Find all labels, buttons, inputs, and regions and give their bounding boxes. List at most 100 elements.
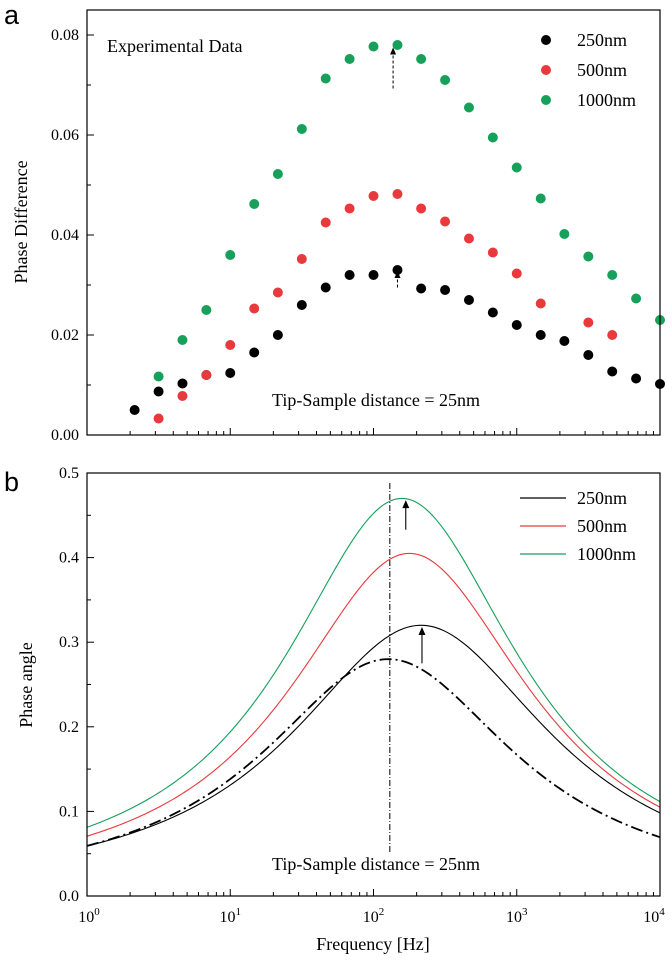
a-y-tick-label: 0.06 bbox=[51, 127, 79, 144]
legend-label-500nm-b: 500nm bbox=[577, 516, 627, 536]
b-y-tick-label: 0.0 bbox=[59, 888, 79, 905]
b-y-tick-label: 0.1 bbox=[59, 803, 79, 820]
point-500nm bbox=[320, 217, 331, 228]
point-250nm bbox=[535, 330, 546, 340]
legend-label-500nm: 500nm bbox=[577, 60, 627, 80]
point-250nm bbox=[225, 368, 236, 378]
panel-a-letter: a bbox=[4, 0, 20, 30]
point-1000nm bbox=[416, 54, 427, 64]
point-1000nm bbox=[320, 73, 331, 84]
curve-1000nm bbox=[86, 497, 661, 828]
b-y-tick-label: 0.5 bbox=[59, 465, 79, 482]
point-1000nm bbox=[559, 229, 570, 239]
curve-250nm bbox=[86, 624, 661, 847]
point-1000nm bbox=[583, 251, 594, 262]
point-1000nm bbox=[249, 199, 260, 209]
point-1000nm bbox=[607, 270, 618, 280]
point-1000nm bbox=[535, 193, 546, 204]
point-500nm bbox=[344, 203, 355, 214]
point-500nm bbox=[296, 254, 307, 264]
b-x-tick-label: 101 bbox=[220, 906, 242, 926]
point-1000nm bbox=[440, 75, 451, 85]
panel-a-y-axis-label: Phase Difference bbox=[11, 160, 31, 283]
point-500nm bbox=[272, 287, 283, 298]
point-1000nm bbox=[225, 250, 236, 260]
point-250nm bbox=[153, 386, 164, 397]
b-peak-arrow-head bbox=[402, 500, 410, 509]
a-peak-arrow-head bbox=[390, 47, 397, 55]
panel-b-chart: 0.0 0.1 0.2 0.3 0.4 0.5 100 101 102 103 104 Phase… bbox=[16, 465, 665, 954]
panel-b-note: Tip-Sample distance = 25nm bbox=[272, 854, 480, 874]
point-500nm bbox=[511, 268, 522, 279]
point-1000nm bbox=[511, 162, 522, 173]
legend-label-1000nm: 1000nm bbox=[577, 90, 636, 110]
a-peak-arrow-head bbox=[394, 271, 401, 278]
point-500nm bbox=[607, 330, 618, 340]
point-250nm bbox=[320, 282, 331, 293]
point-250nm bbox=[440, 285, 451, 295]
b-x-tick-label: 100 bbox=[78, 906, 100, 926]
point-1000nm bbox=[272, 169, 283, 179]
point-1000nm bbox=[631, 293, 642, 304]
point-250nm bbox=[344, 270, 355, 280]
point-500nm bbox=[487, 247, 498, 258]
a-y-tick-label: 0.02 bbox=[51, 327, 79, 344]
point-1000nm bbox=[344, 54, 355, 64]
panel-b-y-axis-label: Phase angle bbox=[16, 642, 36, 727]
b-x-tick-label: 104 bbox=[643, 906, 665, 926]
legend-label-1000nm-b: 1000nm bbox=[577, 544, 636, 564]
panel-a-title-annotation: Experimental Data bbox=[107, 36, 242, 56]
a-y-tick-label: 0.08 bbox=[51, 27, 79, 44]
point-250nm bbox=[607, 366, 618, 377]
point-250nm bbox=[463, 295, 474, 305]
point-1000nm bbox=[487, 132, 498, 143]
point-500nm bbox=[249, 303, 260, 314]
point-1000nm bbox=[392, 40, 403, 50]
point-500nm bbox=[392, 189, 403, 199]
point-500nm bbox=[535, 298, 546, 309]
point-250nm bbox=[487, 307, 498, 318]
point-1000nm bbox=[201, 305, 212, 315]
panel-a-note: Tip-Sample distance = 25nm bbox=[272, 390, 480, 410]
panel-a-legend: 250nm 500nm 1000nm bbox=[541, 30, 636, 110]
point-500nm bbox=[368, 191, 379, 201]
point-500nm bbox=[153, 413, 164, 424]
legend-marker-1000nm bbox=[541, 95, 551, 105]
point-1000nm bbox=[368, 41, 379, 52]
point-500nm bbox=[440, 216, 451, 227]
point-500nm bbox=[463, 233, 474, 244]
point-500nm bbox=[201, 370, 212, 380]
point-250nm bbox=[249, 347, 260, 358]
point-250nm bbox=[177, 378, 188, 389]
curve-500nm bbox=[86, 552, 661, 837]
legend-label-250nm: 250nm bbox=[577, 30, 627, 50]
point-500nm bbox=[177, 391, 188, 401]
b-peak-arrow-head bbox=[418, 626, 426, 635]
curve-reference bbox=[86, 658, 661, 847]
point-250nm bbox=[511, 320, 522, 330]
point-500nm bbox=[583, 317, 594, 328]
a-y-tick-label: 0.00 bbox=[51, 427, 79, 444]
panel-a-chart: 0.00 0.02 0.04 0.06 0.08 Phase Difference Ex… bbox=[11, 9, 665, 444]
panel-b-letter: b bbox=[4, 467, 19, 497]
point-1000nm bbox=[177, 335, 188, 345]
point-500nm bbox=[416, 203, 427, 214]
point-250nm bbox=[296, 300, 307, 310]
point-1000nm bbox=[153, 371, 164, 382]
panel-a-frame bbox=[86, 9, 661, 436]
point-250nm bbox=[129, 405, 140, 415]
point-250nm bbox=[272, 330, 283, 340]
point-250nm bbox=[559, 336, 570, 346]
point-250nm bbox=[583, 350, 594, 360]
point-1000nm bbox=[463, 102, 474, 113]
b-y-tick-label: 0.3 bbox=[59, 634, 79, 651]
point-250nm bbox=[368, 270, 379, 280]
point-250nm bbox=[631, 373, 642, 384]
point-250nm bbox=[392, 265, 403, 275]
b-x-tick-label: 103 bbox=[506, 906, 528, 926]
legend-label-250nm-b: 250nm bbox=[577, 488, 627, 508]
point-500nm bbox=[225, 340, 236, 350]
legend-marker-500nm bbox=[541, 65, 551, 75]
panel-b-legend: 250nm 500nm 1000nm bbox=[520, 488, 636, 564]
